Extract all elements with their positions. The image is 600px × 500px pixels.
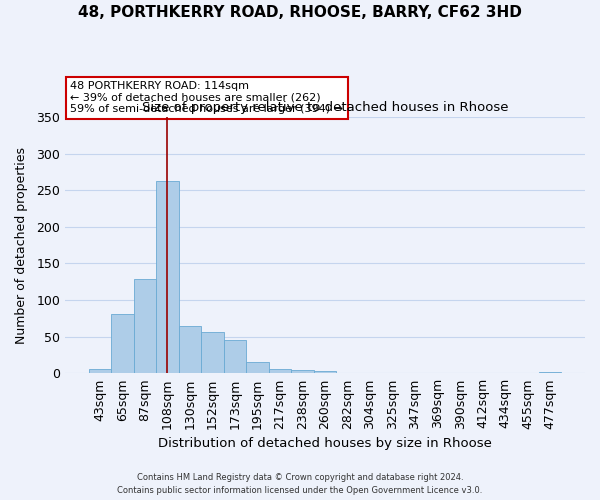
Bar (291, 370, 314, 374)
Bar (269, 369, 291, 374)
Bar (201, 332, 224, 374)
Bar (134, 279, 156, 374)
Y-axis label: Number of detached properties: Number of detached properties (15, 146, 28, 344)
Bar (179, 326, 201, 374)
X-axis label: Distribution of detached houses by size in Rhoose: Distribution of detached houses by size … (158, 437, 492, 450)
Bar (246, 362, 269, 374)
Text: 48 PORTHKERRY ROAD: 114sqm
← 39% of detached houses are smaller (262)
59% of sem: 48 PORTHKERRY ROAD: 114sqm ← 39% of deta… (70, 82, 343, 114)
Text: 48, PORTHKERRY ROAD, RHOOSE, BARRY, CF62 3HD: 48, PORTHKERRY ROAD, RHOOSE, BARRY, CF62… (78, 5, 522, 20)
Bar (539, 372, 562, 374)
Bar (89, 369, 111, 374)
Bar (156, 180, 179, 374)
Bar (359, 372, 382, 374)
Bar (336, 372, 359, 374)
Bar (224, 340, 246, 374)
Text: Contains HM Land Registry data © Crown copyright and database right 2024.
Contai: Contains HM Land Registry data © Crown c… (118, 474, 482, 495)
Bar (111, 314, 134, 374)
Title: Size of property relative to detached houses in Rhoose: Size of property relative to detached ho… (142, 102, 508, 114)
Bar (314, 371, 336, 374)
